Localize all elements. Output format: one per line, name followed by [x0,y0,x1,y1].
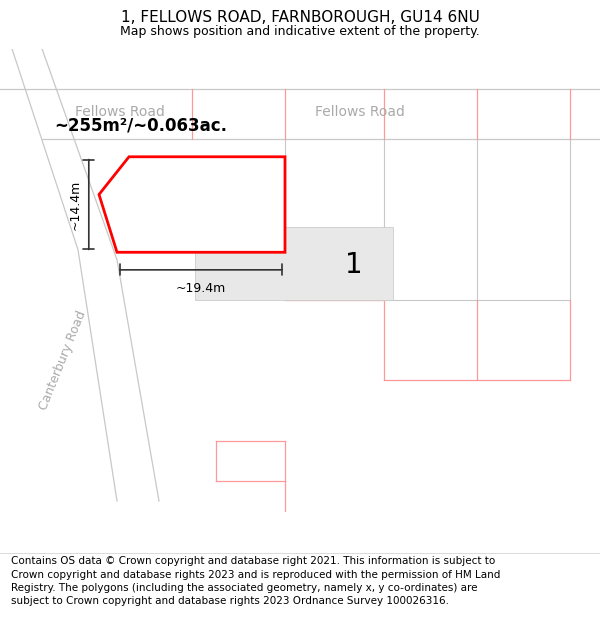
Text: Contains OS data © Crown copyright and database right 2021. This information is : Contains OS data © Crown copyright and d… [11,556,500,606]
Text: ~19.4m: ~19.4m [176,282,226,296]
Text: Fellows Road: Fellows Road [75,104,165,119]
Text: Fellows Road: Fellows Road [315,104,405,119]
Polygon shape [99,157,285,252]
Text: Canterbury Road: Canterbury Road [37,309,89,412]
Text: 1, FELLOWS ROAD, FARNBOROUGH, GU14 6NU: 1, FELLOWS ROAD, FARNBOROUGH, GU14 6NU [121,10,479,25]
Bar [195,227,393,300]
Text: 1: 1 [345,251,363,279]
Text: ~14.4m: ~14.4m [68,179,82,229]
Text: Map shows position and indicative extent of the property.: Map shows position and indicative extent… [120,25,480,38]
Text: ~255m²/~0.063ac.: ~255m²/~0.063ac. [54,116,227,134]
